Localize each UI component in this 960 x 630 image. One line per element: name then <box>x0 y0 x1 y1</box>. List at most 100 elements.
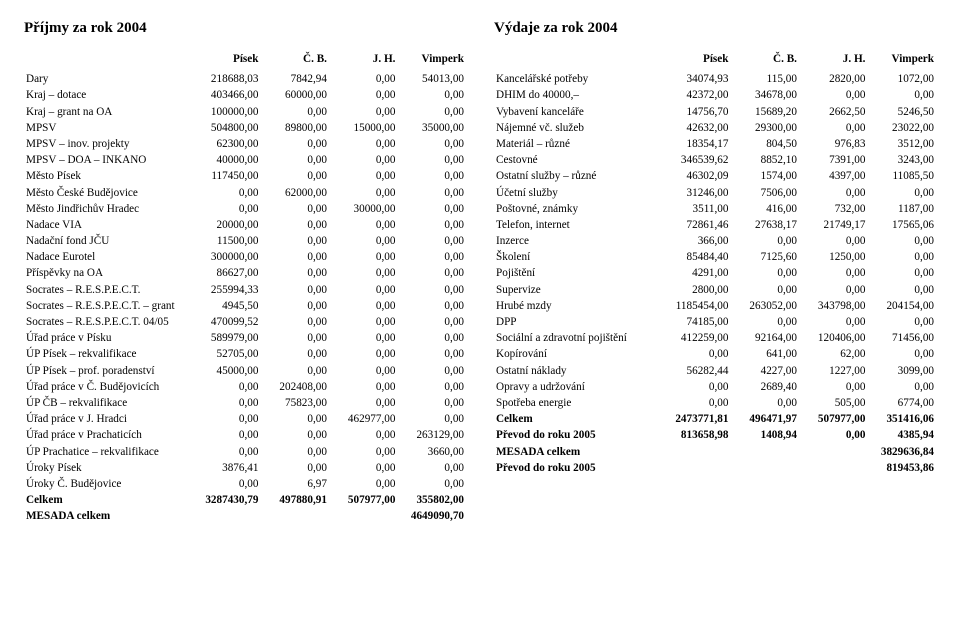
row-label: Úřad práce v Písku <box>24 330 192 346</box>
row-value: 0,00 <box>329 249 398 265</box>
row-value: 0,00 <box>329 346 398 362</box>
row-value: 202408,00 <box>260 379 329 395</box>
row-value: 0,00 <box>260 168 329 184</box>
row-value: 412259,00 <box>662 330 731 346</box>
table-row: Převod do roku 2005813658,981408,940,004… <box>494 427 936 443</box>
table-row: MPSV – DOA – INKANO40000,000,000,000,00 <box>24 152 466 168</box>
row-label: Dary <box>24 71 192 87</box>
row-value: 86627,00 <box>192 265 261 281</box>
table-row: Úřad práce v Prachaticích0,000,000,00263… <box>24 427 466 443</box>
row-value: 1185454,00 <box>662 298 731 314</box>
table-row: Supervize2800,000,000,000,00 <box>494 282 936 298</box>
row-label: Účetní služby <box>494 184 662 200</box>
row-value: 115,00 <box>730 71 799 87</box>
row-value: 346539,62 <box>662 152 731 168</box>
table-row: Materiál – různé18354,17804,50976,833512… <box>494 136 936 152</box>
row-value: 27638,17 <box>730 217 799 233</box>
row-value: 92164,00 <box>730 330 799 346</box>
row-value: 71456,00 <box>867 330 936 346</box>
row-value: 0,00 <box>867 249 936 265</box>
income-body: Dary218688,037842,940,0054013,00Kraj – d… <box>24 71 466 524</box>
row-value: 6774,00 <box>867 395 936 411</box>
row-value: 1227,00 <box>799 362 868 378</box>
row-label: DHIM do 40000,– <box>494 87 662 103</box>
row-value: 0,00 <box>397 184 466 200</box>
row-value: 462977,00 <box>329 411 398 427</box>
row-value: 0,00 <box>662 395 731 411</box>
row-value: 34678,00 <box>730 87 799 103</box>
row-value: 0,00 <box>799 379 868 395</box>
row-value: 366,00 <box>662 233 731 249</box>
table-row: Město České Budějovice0,0062000,000,000,… <box>24 184 466 200</box>
row-value: 2473771,81 <box>662 411 731 427</box>
row-value: 263129,00 <box>397 427 466 443</box>
row-value: 263052,00 <box>730 298 799 314</box>
table-row: Socrates – R.E.S.P.E.C.T.255994,330,000,… <box>24 282 466 298</box>
row-value: 0,00 <box>397 136 466 152</box>
row-value: 5246,50 <box>867 103 936 119</box>
row-label: MPSV <box>24 120 192 136</box>
row-value: 819453,86 <box>867 460 936 476</box>
table-row: Kraj – grant na OA100000,000,000,000,00 <box>24 103 466 119</box>
row-value: 0,00 <box>329 395 398 411</box>
table-row: DHIM do 40000,–42372,0034678,000,000,00 <box>494 87 936 103</box>
row-value: 120406,00 <box>799 330 868 346</box>
row-value: 3511,00 <box>662 201 731 217</box>
row-value: 15689,20 <box>730 103 799 119</box>
table-row: Hrubé mzdy1185454,00263052,00343798,0020… <box>494 298 936 314</box>
table-row: ÚP Prachatice – rekvalifikace0,000,000,0… <box>24 443 466 459</box>
row-value: 0,00 <box>260 298 329 314</box>
header-vimperk: Vimperk <box>867 51 936 71</box>
row-value: 300000,00 <box>192 249 261 265</box>
row-value: 7842,94 <box>260 71 329 87</box>
income-table: Písek Č. B. J. H. Vimperk Dary218688,037… <box>24 51 466 524</box>
table-row: Úroky Č. Budějovice0,006,970,000,00 <box>24 476 466 492</box>
row-value: 62300,00 <box>192 136 261 152</box>
header-blank <box>24 51 192 71</box>
row-value: 403466,00 <box>192 87 261 103</box>
row-label: Vybavení kanceláře <box>494 103 662 119</box>
row-value: 0,00 <box>397 87 466 103</box>
row-value: 23022,00 <box>867 120 936 136</box>
row-value: 416,00 <box>730 201 799 217</box>
row-value: 11500,00 <box>192 233 261 249</box>
row-value: 7125,60 <box>730 249 799 265</box>
row-value: 0,00 <box>329 476 398 492</box>
row-value: 29300,00 <box>730 120 799 136</box>
row-value <box>260 508 329 524</box>
row-value: 507977,00 <box>329 492 398 508</box>
table-row: Úřad práce v Písku589979,000,000,000,00 <box>24 330 466 346</box>
row-value: 0,00 <box>192 443 261 459</box>
table-row: MPSV – inov. projekty62300,000,000,000,0… <box>24 136 466 152</box>
row-value: 0,00 <box>799 120 868 136</box>
row-label: Úroky Č. Budějovice <box>24 476 192 492</box>
row-value: 0,00 <box>260 249 329 265</box>
table-row: Socrates – R.E.S.P.E.C.T. – grant4945,50… <box>24 298 466 314</box>
row-label: MESADA celkem <box>494 443 662 459</box>
row-value: 0,00 <box>799 184 868 200</box>
row-value: 218688,03 <box>192 71 261 87</box>
table-row: Město Jindřichův Hradec0,000,0030000,000… <box>24 201 466 217</box>
expense-header: Písek Č. B. J. H. Vimperk <box>494 51 936 71</box>
row-value: 0,00 <box>329 217 398 233</box>
header-vimperk: Vimperk <box>397 51 466 71</box>
row-label: Ostatní služby – různé <box>494 168 662 184</box>
row-value: 3243,00 <box>867 152 936 168</box>
table-row: Převod do roku 2005819453,86 <box>494 460 936 476</box>
row-value: 4649090,70 <box>397 508 466 524</box>
table-row: Celkem2473771,81496471,97507977,00351416… <box>494 411 936 427</box>
row-value: 100000,00 <box>192 103 261 119</box>
row-value: 0,00 <box>329 460 398 476</box>
header-cb: Č. B. <box>260 51 329 71</box>
row-value: 42632,00 <box>662 120 731 136</box>
row-label: ÚP ČB – rekvalifikace <box>24 395 192 411</box>
row-value: 4227,00 <box>730 362 799 378</box>
income-column: Příjmy za rok 2004 Písek Č. B. J. H. Vim… <box>24 20 466 524</box>
row-value: 3829636,84 <box>867 443 936 459</box>
table-row: ÚP Písek – rekvalifikace52705,000,000,00… <box>24 346 466 362</box>
table-row: ÚP Písek – prof. poradenství45000,000,00… <box>24 362 466 378</box>
row-value: 62000,00 <box>260 184 329 200</box>
row-value: 0,00 <box>260 411 329 427</box>
row-value <box>799 443 868 459</box>
row-value: 732,00 <box>799 201 868 217</box>
